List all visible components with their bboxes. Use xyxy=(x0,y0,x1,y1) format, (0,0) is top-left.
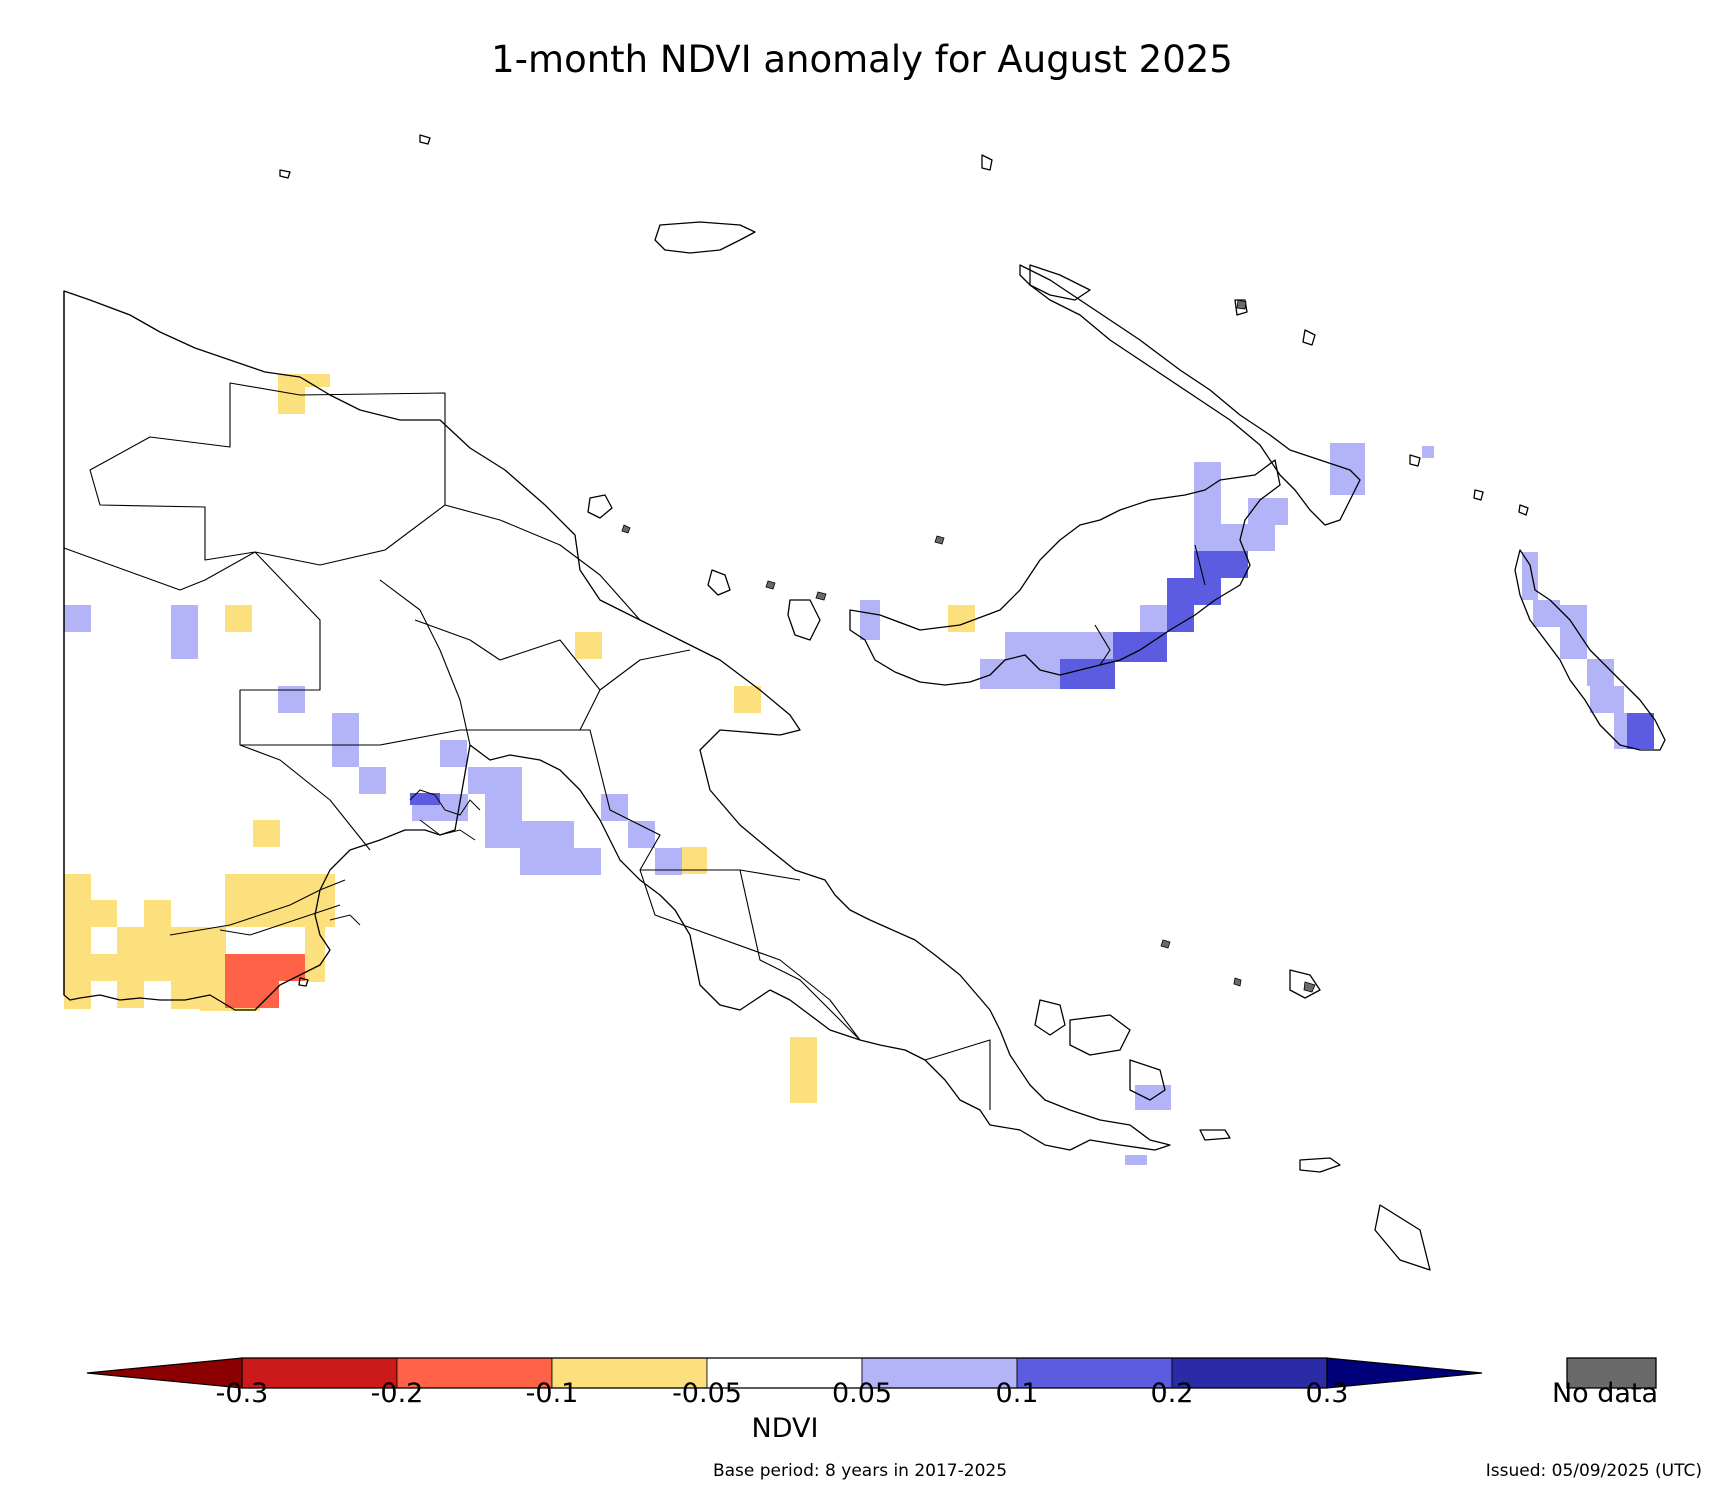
anomaly-cell-mild-positive xyxy=(1140,605,1167,632)
mussau-island xyxy=(981,154,993,171)
colorbar-title: NDVI xyxy=(751,1413,819,1444)
anomaly-cell-mild-positive xyxy=(359,767,386,794)
anomaly-cell-moderate-positive xyxy=(1627,713,1654,749)
anomaly-cell-mild-positive xyxy=(860,600,880,640)
wuvulu-island xyxy=(419,134,431,145)
anomaly-cell-mild-negative xyxy=(575,632,602,659)
colorbar-tick-label: 0.1 xyxy=(995,1378,1039,1409)
anomaly-cell-mild-positive xyxy=(1125,1155,1147,1165)
nuguria xyxy=(1473,489,1484,501)
anomaly-cell-mild-negative xyxy=(117,927,144,954)
nodata-swatch xyxy=(1566,1357,1657,1389)
anomaly-cell-mild-positive xyxy=(485,794,522,848)
anomaly-cells xyxy=(64,374,1654,1165)
trobriand-islands xyxy=(1289,969,1321,999)
anomaly-cell-mild-negative xyxy=(90,900,117,927)
anomaly-cell-mild-negative xyxy=(292,374,330,387)
issued-date: Issued: 05/09/2025 (UTC) xyxy=(1485,1461,1702,1481)
new-britain-border xyxy=(1094,544,1206,666)
colorbar-bins xyxy=(241,1357,1328,1389)
anomaly-cell-moderate-positive xyxy=(1194,578,1221,605)
anomaly-cell-mild-positive xyxy=(655,848,682,875)
rossel-island xyxy=(1374,1204,1431,1271)
anomaly-cell-mild-positive xyxy=(1248,498,1288,525)
nodata-label: No data xyxy=(1551,1378,1659,1409)
colorbar-tick-label: -0.1 xyxy=(525,1378,579,1409)
colorbar-tick-label: -0.05 xyxy=(672,1378,742,1409)
anomaly-cell-mild-positive xyxy=(332,713,359,767)
anomaly-cell-mild-positive xyxy=(440,740,467,767)
base-period-note: Base period: 8 years in 2017-2025 xyxy=(712,1461,1008,1481)
anomaly-cell-mild-negative xyxy=(225,874,335,927)
misima-island xyxy=(1199,1129,1231,1141)
anomaly-cell-mild-positive xyxy=(1194,498,1221,525)
coastline-outlines xyxy=(63,134,1666,1271)
anomaly-cell-mild-negative xyxy=(171,927,226,954)
anomaly-cell-mild-positive xyxy=(1422,446,1434,458)
manus-island xyxy=(654,221,756,254)
green-island xyxy=(1518,504,1529,516)
mainland-coastline xyxy=(63,290,1171,1151)
anomaly-cell-mild-negative xyxy=(305,927,325,982)
anomaly-cell-mild-positive xyxy=(1248,524,1275,551)
anomaly-cell-mild-positive xyxy=(1194,462,1221,498)
goodenough-island xyxy=(1034,999,1066,1036)
anomaly-cell-mild-positive xyxy=(628,821,655,848)
fergusson-island xyxy=(1069,1014,1131,1056)
daru-island xyxy=(298,977,309,987)
new-britain-coastline xyxy=(849,459,1281,686)
anomaly-cell-mild-negative xyxy=(64,981,91,1008)
anomaly-cell-mild-positive xyxy=(1560,605,1587,659)
colorbar-tick-label: -0.2 xyxy=(370,1378,424,1409)
colorbar-bin xyxy=(551,1357,708,1389)
colorbar-bin xyxy=(861,1357,1018,1389)
normanby-island xyxy=(1129,1059,1166,1101)
anomaly-cell-moderate-positive xyxy=(1113,632,1167,662)
anomaly-cell-mild-positive xyxy=(468,767,522,794)
anomaly-cell-mild-positive xyxy=(1590,686,1624,713)
anomaly-cell-mild-positive xyxy=(1587,659,1614,686)
anomaly-cell-mild-negative xyxy=(948,605,975,632)
anomaly-cell-mild-positive xyxy=(1522,552,1538,600)
anomaly-cell-moderate-positive xyxy=(410,793,440,805)
umboi-island xyxy=(787,599,821,641)
anomaly-cell-mild-negative xyxy=(64,927,91,954)
woodlark-island xyxy=(1299,1157,1341,1173)
province-boundaries xyxy=(63,382,991,1110)
anomaly-cell-mild-positive xyxy=(980,659,1060,689)
colorbar-tick-label: 0.2 xyxy=(1150,1378,1194,1409)
anomaly-cell-mild-positive xyxy=(1533,600,1560,627)
new-ireland-coastline xyxy=(1019,264,1361,526)
colorbar xyxy=(86,1357,1483,1389)
anomaly-cell-mild-positive xyxy=(171,605,198,659)
bougainville-coastline xyxy=(1514,549,1666,751)
karkar-island xyxy=(587,494,613,519)
anomaly-cell-strong-negative xyxy=(225,954,305,981)
anomaly-cell-mild-positive xyxy=(574,848,601,875)
anomaly-cell-mild-positive xyxy=(520,821,574,875)
anomaly-cell-moderate-positive xyxy=(1221,551,1248,578)
anomaly-cell-mild-negative xyxy=(790,1037,817,1103)
anomaly-cell-mild-negative xyxy=(253,820,280,847)
ninigo-islands xyxy=(279,169,291,179)
new-hanover xyxy=(1029,264,1091,301)
anomaly-cell-mild-negative xyxy=(225,605,252,632)
anomaly-cell-mild-negative xyxy=(734,686,761,713)
map-title: 1-month NDVI anomaly for August 2025 xyxy=(491,38,1233,81)
feni-islands xyxy=(1409,454,1421,467)
colorbar-bin xyxy=(1171,1357,1328,1389)
lihir-island xyxy=(1302,329,1316,346)
long-island xyxy=(707,569,731,596)
tabar-island xyxy=(1234,299,1248,316)
fly-river-delta xyxy=(169,789,481,936)
colorbar-tick-label: 0.3 xyxy=(1305,1378,1349,1409)
anomaly-cell-mild-negative xyxy=(144,900,171,954)
no-data-marks xyxy=(621,299,1316,993)
anomaly-cell-mild-positive xyxy=(1005,632,1113,659)
colorbar-tick-label: -0.3 xyxy=(215,1378,269,1409)
anomaly-cell-mild-negative xyxy=(117,981,144,1008)
colorbar-tick-label: 0.05 xyxy=(831,1378,893,1409)
anomaly-cell-mild-positive xyxy=(64,605,91,632)
